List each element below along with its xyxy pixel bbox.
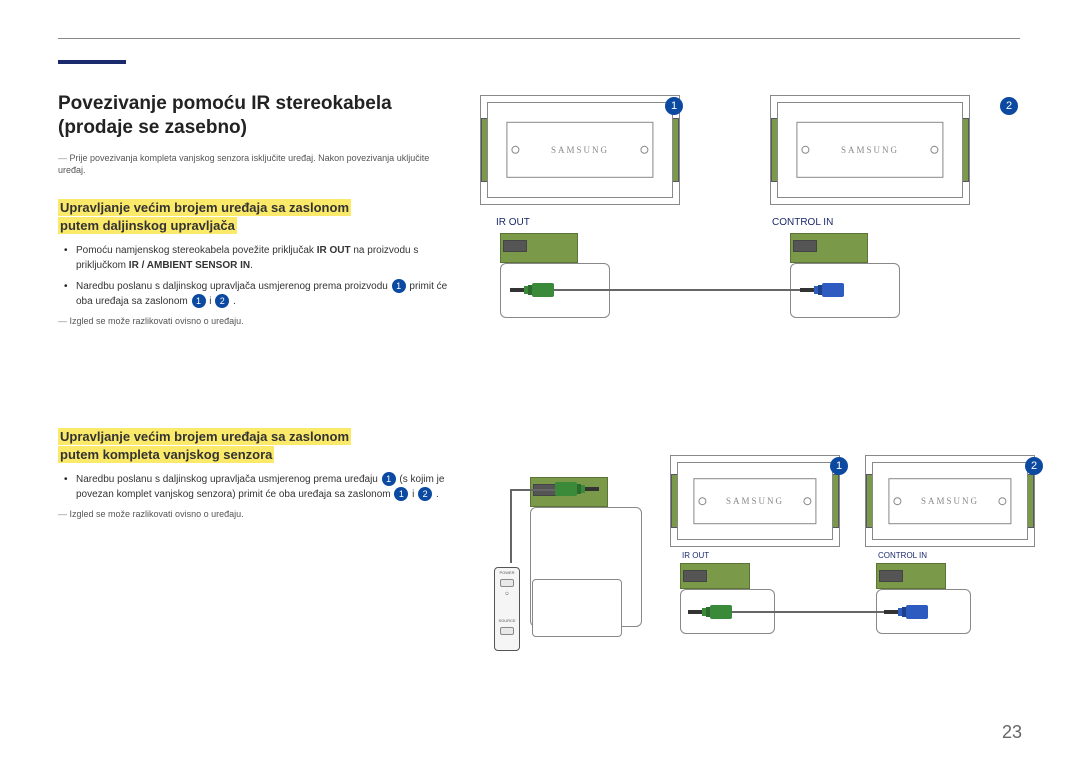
- jack-blue-icon: [884, 605, 928, 619]
- left-column: Povezivanje pomoću IR stereokabela (prod…: [58, 92, 458, 521]
- badge-1-icon: 1: [382, 472, 396, 486]
- section1-bullet-1: Pomoću namjenskog stereokabela povežite …: [58, 243, 458, 273]
- port-socket-icon: [503, 240, 527, 252]
- port-socket-icon: [683, 570, 707, 582]
- brand-panel: SAMSUNG: [506, 122, 653, 178]
- badge-1-icon: 1: [192, 294, 206, 308]
- port-socket-icon: [879, 570, 903, 582]
- pre-connection-note: Prije povezivanja kompleta vanjskog senz…: [58, 152, 458, 177]
- remote-button-icon: [500, 627, 514, 635]
- page-number: 23: [1002, 722, 1022, 743]
- device-1: SAMSUNG: [480, 95, 680, 205]
- badge-1-icon: 1: [392, 279, 406, 293]
- control-in-label: CONTROL IN: [878, 551, 927, 560]
- jack-green-icon: [688, 605, 732, 619]
- control-in-port: [876, 563, 946, 589]
- section1-heading-line2: putem daljinskog upravljača: [58, 217, 237, 234]
- section2-heading-line1: Upravljanje većim brojem uređaja sa zasl…: [58, 428, 351, 445]
- remote-control-icon: POWER ⏻ SOURCE: [494, 567, 520, 651]
- brand-panel: SAMSUNG: [888, 478, 1011, 524]
- device-frame: SAMSUNG: [487, 102, 673, 198]
- remote-power-label: POWER: [495, 570, 519, 575]
- receiver-box: [532, 579, 622, 637]
- port-socket-icon: [793, 240, 817, 252]
- jack-green-icon: [555, 482, 599, 496]
- section2-bullet-1: Naredbu poslanu s daljinskog upravljača …: [58, 472, 458, 502]
- remote-button-icon: [500, 579, 514, 587]
- device-2: SAMSUNG: [770, 95, 970, 205]
- section1-bullets: Pomoću namjenskog stereokabela povežite …: [58, 243, 458, 309]
- cable-segment: [732, 611, 884, 613]
- ir-out-label: IR OUT: [682, 551, 709, 560]
- section2-footnote: Izgled se može razlikovati ovisno o uređ…: [58, 508, 458, 521]
- device-2: SAMSUNG: [865, 455, 1035, 547]
- badge-2-icon: 2: [215, 294, 229, 308]
- device-badge-1: 1: [665, 97, 683, 115]
- cable-segment: [510, 489, 555, 491]
- device-badge-2: 2: [1025, 457, 1043, 475]
- remote-source-label: SOURCE: [495, 618, 519, 623]
- badge-2-icon: 2: [418, 487, 432, 501]
- control-in-port: [790, 233, 868, 263]
- header-accent-bar: [58, 60, 126, 64]
- jack-blue-icon: [800, 283, 844, 297]
- section1-bullet-2: Naredbu poslanu s daljinskog upravljača …: [58, 279, 458, 309]
- diagram-remote: SAMSUNG 1 SAMSUNG 2 IR OUT CONTROL IN: [470, 95, 1030, 325]
- brand-panel: SAMSUNG: [796, 122, 943, 178]
- section1-footnote: Izgled se može razlikovati ovisno o uređ…: [58, 315, 458, 328]
- device-frame: SAMSUNG: [677, 462, 833, 540]
- device-badge-2: 2: [1000, 97, 1018, 115]
- ir-out-port: [680, 563, 750, 589]
- device-frame: SAMSUNG: [777, 102, 963, 198]
- page-title: Povezivanje pomoću IR stereokabela (prod…: [58, 92, 458, 140]
- device-badge-1: 1: [830, 457, 848, 475]
- jack-green-icon: [510, 283, 554, 297]
- section2-heading: Upravljanje većim brojem uređaja sa zasl…: [58, 428, 458, 464]
- section1-heading: Upravljanje većim brojem uređaja sa zasl…: [58, 199, 458, 235]
- section2-heading-line2: putem kompleta vanjskog senzora: [58, 446, 274, 463]
- cable-segment: [554, 289, 800, 291]
- cable-segment: [510, 489, 512, 563]
- control-in-label: CONTROL IN: [772, 217, 833, 228]
- section-remote-control: Upravljanje većim brojem uređaja sa zasl…: [58, 199, 458, 328]
- badge-1-icon: 1: [394, 487, 408, 501]
- ir-out-label: IR OUT: [496, 217, 530, 228]
- top-rule: [58, 38, 1020, 39]
- device-frame: SAMSUNG: [872, 462, 1028, 540]
- ir-out-port: [500, 233, 578, 263]
- diagram-external-sensor: SAMSUNG 1 SAMSUNG 2 CONTROL IN IR OUT CO…: [470, 455, 1030, 715]
- section2-bullets: Naredbu poslanu s daljinskog upravljača …: [58, 472, 458, 502]
- brand-panel: SAMSUNG: [693, 478, 816, 524]
- section-external-sensor: Upravljanje većim brojem uređaja sa zasl…: [58, 428, 458, 521]
- section1-heading-line1: Upravljanje većim brojem uređaja sa zasl…: [58, 199, 351, 216]
- device-1: SAMSUNG: [670, 455, 840, 547]
